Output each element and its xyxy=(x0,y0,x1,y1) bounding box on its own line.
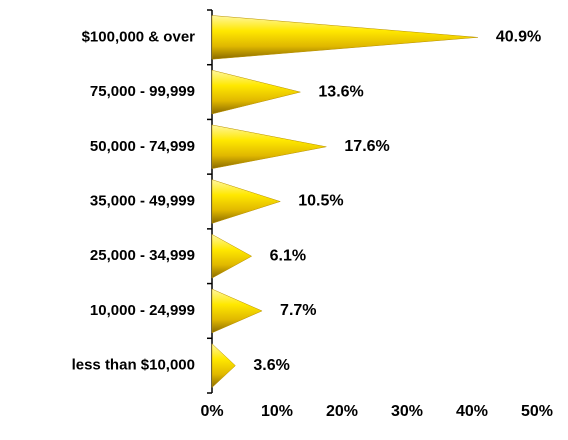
x-tick-label: 20% xyxy=(326,403,358,420)
data-label: 13.6% xyxy=(318,83,363,100)
x-tick-label: 30% xyxy=(391,403,423,420)
x-tick-label: 10% xyxy=(261,403,293,420)
bar xyxy=(211,179,282,224)
x-tick-label: 50% xyxy=(521,403,553,420)
bar xyxy=(211,124,327,169)
y-tick-label: 25,000 - 34,999 xyxy=(90,247,195,264)
y-tick-label: 50,000 - 74,999 xyxy=(90,138,195,155)
y-tick-label: $100,000 & over xyxy=(82,28,196,45)
bar xyxy=(211,343,236,389)
data-label: 3.6% xyxy=(253,357,289,374)
y-tick-label: less than $10,000 xyxy=(72,357,195,374)
data-label: 17.6% xyxy=(344,138,389,155)
x-tick-label: 40% xyxy=(456,403,488,420)
bar xyxy=(211,233,253,279)
bar xyxy=(211,69,301,115)
bar xyxy=(211,15,478,60)
data-label: 7.7% xyxy=(280,302,316,319)
y-tick-label: 10,000 - 24,999 xyxy=(90,302,195,319)
y-tick-label: 35,000 - 49,999 xyxy=(90,192,195,209)
data-label: 6.1% xyxy=(270,247,306,264)
bar xyxy=(211,288,263,334)
data-label: 40.9% xyxy=(496,29,541,46)
x-tick-label: 0% xyxy=(200,403,223,420)
data-label: 10.5% xyxy=(298,193,343,210)
y-tick-label: 75,000 - 99,999 xyxy=(90,83,195,100)
